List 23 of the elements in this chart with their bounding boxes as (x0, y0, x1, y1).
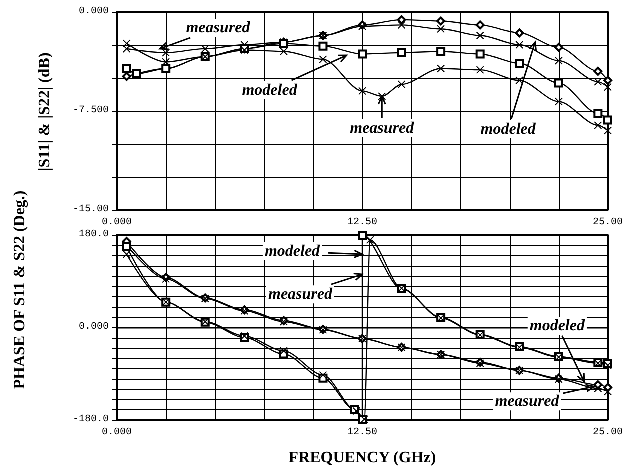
annotation: measured (268, 286, 334, 304)
x-tick-label: 25.00 (592, 218, 624, 228)
y-tick-label: -7.500 (72, 106, 109, 116)
annotation: modeled (264, 243, 322, 260)
y-axis-title: PHASE OF S11 & S22 (Deg.) (12, 190, 28, 390)
x-tick-label: 12.50 (347, 218, 378, 228)
x-axis-title: FREQUENCY (GHz) (288, 450, 436, 466)
y-tick-label: -15.00 (72, 204, 109, 216)
annotation: measured (186, 19, 252, 36)
y-axis-title: |S11| & |S22| (dB) (36, 52, 54, 172)
annotation: modeled (530, 317, 586, 334)
y-tick-label: 0.000 (78, 322, 109, 333)
annotation: measured (350, 120, 416, 137)
y-tick-label: 0.000 (78, 6, 109, 18)
x-tick-label: 25.00 (592, 428, 624, 438)
y-tick-label: -180.0 (72, 414, 109, 426)
x-tick-label: 12.50 (347, 428, 378, 438)
y-tick-label: 180.0 (78, 230, 109, 240)
x-tick-label: 0.000 (102, 428, 132, 438)
annotation: modeled (480, 120, 537, 138)
annotation: modeled (242, 82, 298, 100)
annotation: measured (495, 393, 560, 410)
x-tick-label: 0.000 (102, 218, 132, 228)
